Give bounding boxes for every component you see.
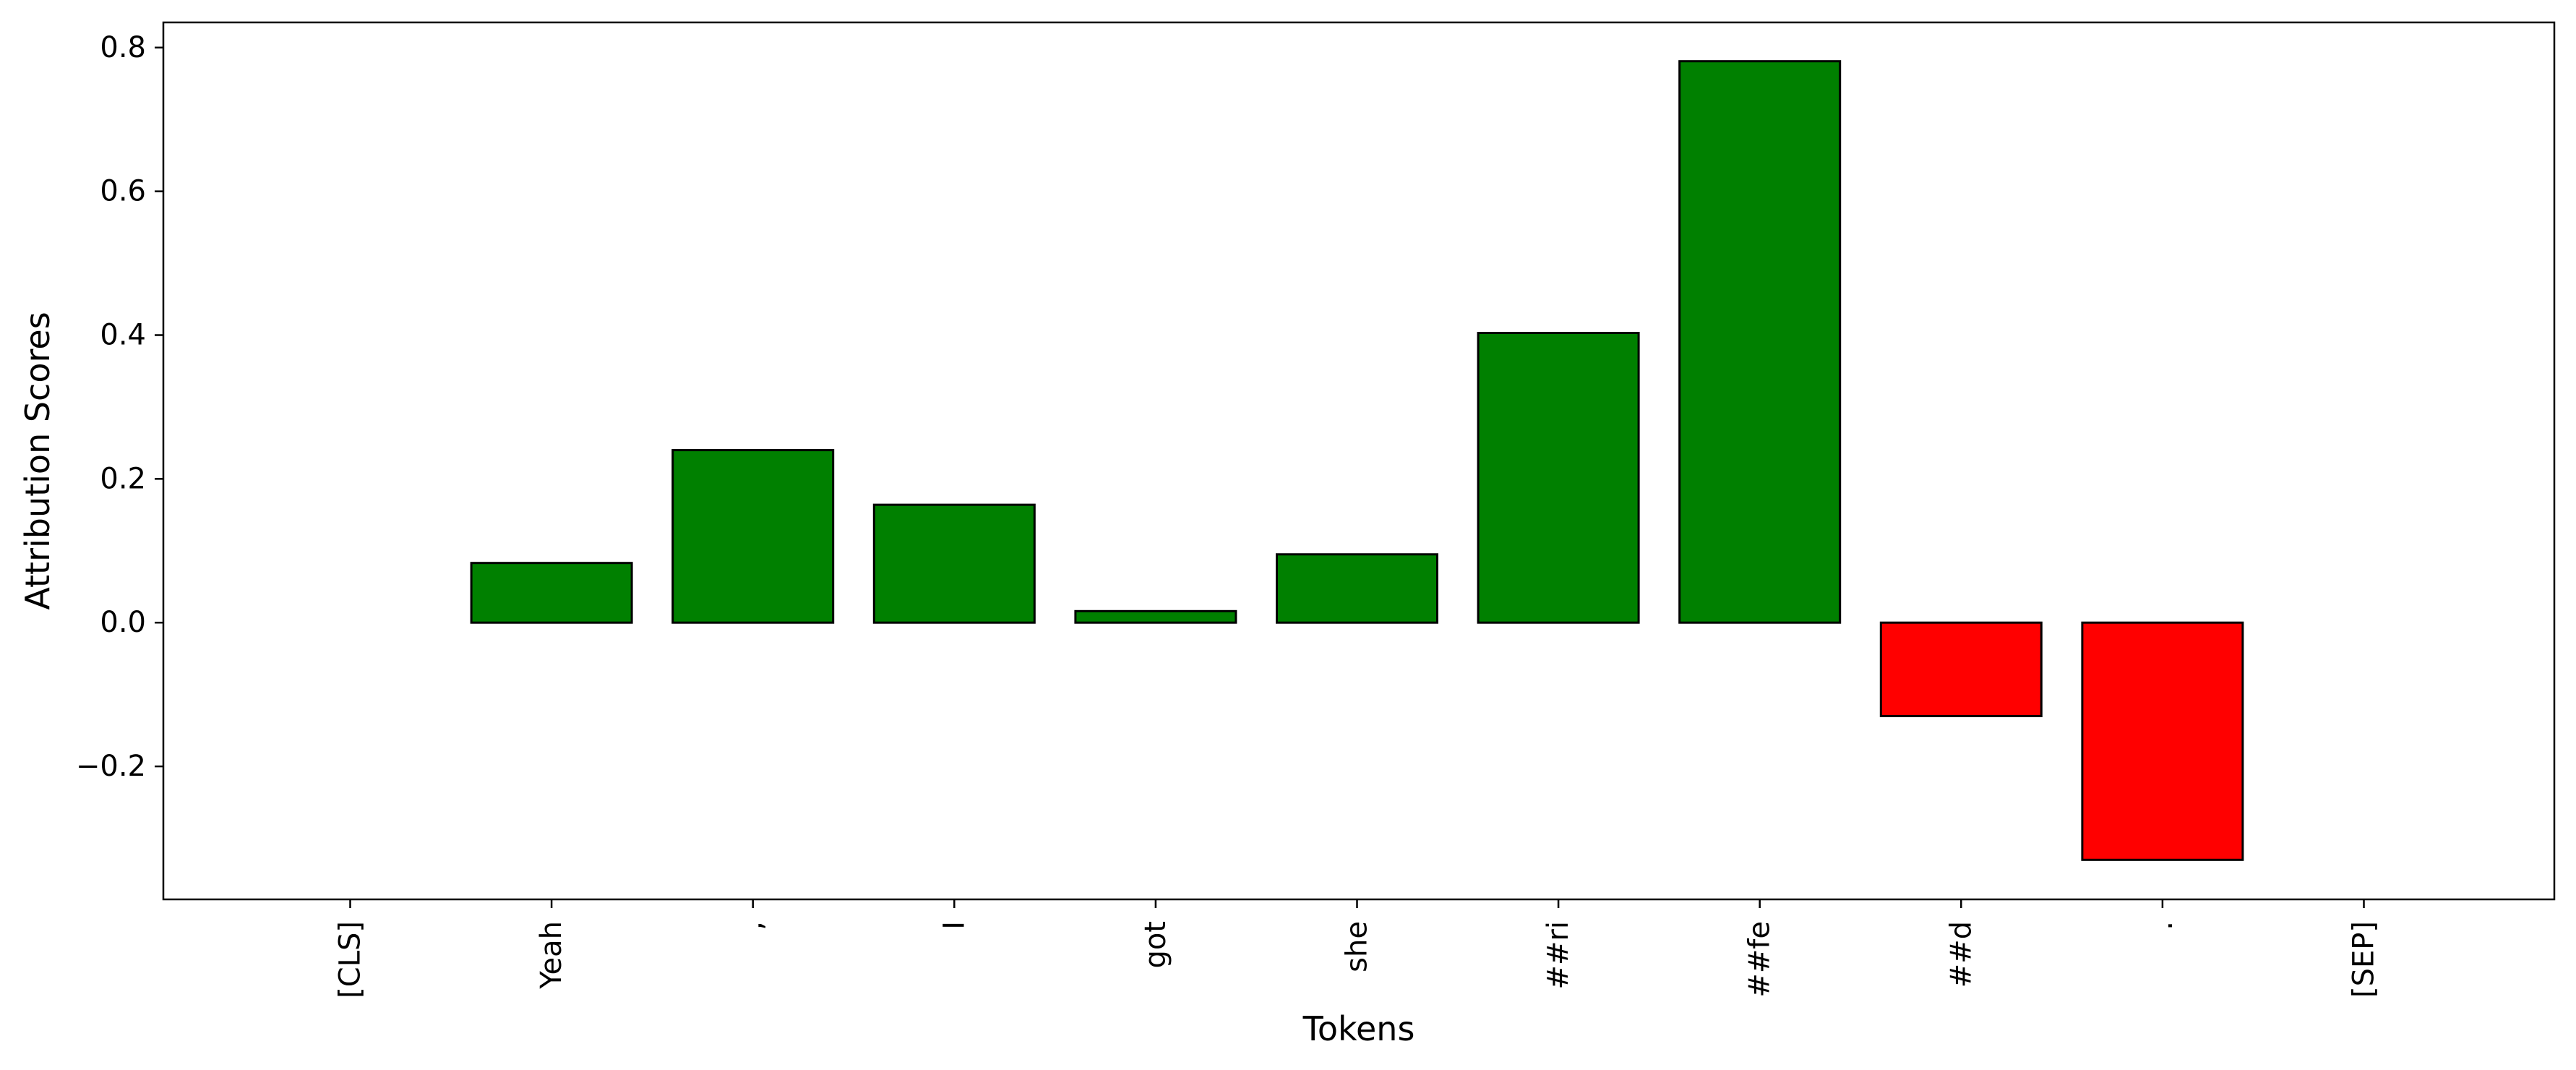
y-tick-label-4: 0.6 <box>100 175 146 208</box>
y-tick-label-1: 0.0 <box>100 606 146 639</box>
y-tick-label-3: 0.4 <box>100 319 146 352</box>
y-tick-label-5: 0.8 <box>100 31 146 64</box>
bar-3 <box>872 503 1036 624</box>
bar-5 <box>1276 553 1438 624</box>
x-tick-label-3: I <box>937 921 971 930</box>
bar-1 <box>470 562 633 624</box>
bar-7 <box>1678 60 1842 624</box>
x-tick-label-5: she <box>1341 921 1374 972</box>
x-tick-label-8: ##d <box>1944 921 1978 988</box>
x-tick-label-9: . <box>2146 921 2179 930</box>
plot-frame <box>162 21 2556 901</box>
x-tick-label-1: Yeah <box>535 921 568 990</box>
y-axis-title: Attribution Scores <box>18 312 57 609</box>
y-tick-label-0: −0.2 <box>76 750 146 783</box>
bar-9 <box>2081 621 2244 861</box>
bar-2 <box>671 449 835 624</box>
bar-4 <box>1074 609 1237 624</box>
bar-8 <box>1879 621 2043 717</box>
x-tick-label-4: got <box>1139 921 1172 969</box>
x-tick-label-6: ##ri <box>1542 921 1575 990</box>
x-tick-label-0: [CLS] <box>334 921 367 998</box>
x-tick-label-2: , <box>737 921 770 930</box>
bars-group <box>470 60 2244 861</box>
y-tick-label-2: 0.2 <box>100 462 146 495</box>
x-tick-label-7: ##fe <box>1743 921 1777 998</box>
bar-6 <box>1477 332 1640 624</box>
x-axis-title: Tokens <box>1302 1009 1415 1048</box>
x-tick-label-10: [SEP] <box>2348 921 2381 998</box>
y-axis-ticks: −0.2 0.0 0.2 0.4 0.6 0.8 <box>76 31 163 783</box>
